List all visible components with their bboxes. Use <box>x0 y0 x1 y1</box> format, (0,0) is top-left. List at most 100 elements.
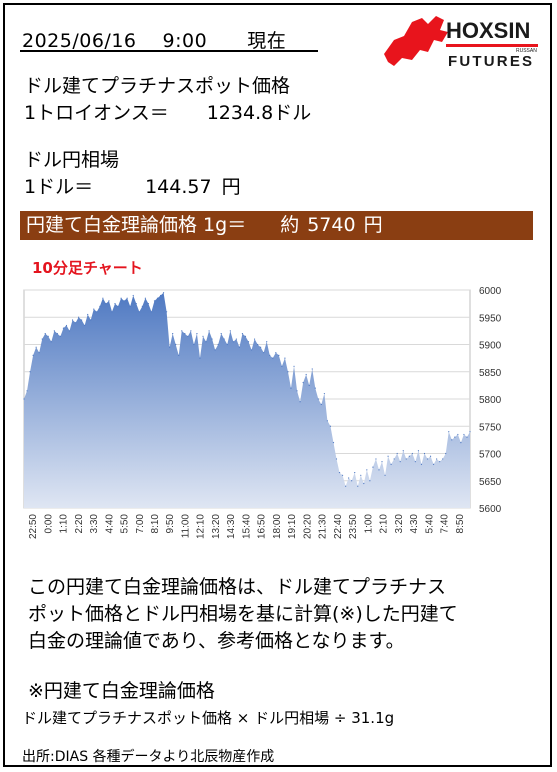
data-point <box>41 338 43 340</box>
x-tick-label: 0:00 <box>43 514 54 534</box>
data-point <box>50 341 52 343</box>
data-point <box>257 343 259 346</box>
x-tick-label: 23:50 <box>348 514 359 539</box>
platinum-unit-label: 1トロイオンス＝ <box>24 102 169 124</box>
y-tick-label: 5650 <box>479 477 502 488</box>
data-point <box>338 471 341 474</box>
data-point <box>311 368 313 370</box>
data-point <box>153 300 156 302</box>
data-point <box>105 303 107 305</box>
data-point <box>87 313 89 316</box>
data-point <box>372 466 374 468</box>
y-tick-label: 5700 <box>479 450 502 461</box>
data-point <box>220 333 222 335</box>
data-point <box>263 352 265 354</box>
data-point <box>457 433 459 436</box>
data-point <box>96 311 98 313</box>
data-point <box>68 330 71 332</box>
data-point <box>345 485 347 487</box>
data-point <box>199 357 201 359</box>
data-point <box>84 324 86 327</box>
data-point <box>451 439 453 441</box>
x-tick-label: 9:50 <box>165 514 176 534</box>
data-point <box>375 458 377 460</box>
data-point <box>442 458 444 460</box>
x-tick-label: 12:10 <box>196 514 207 539</box>
data-point <box>369 480 371 482</box>
data-point <box>241 333 244 335</box>
data-point <box>426 458 429 460</box>
data-point <box>396 452 398 455</box>
data-point <box>454 436 456 438</box>
data-point <box>384 474 386 476</box>
data-point <box>329 425 332 427</box>
x-tick-label: 4:40 <box>104 514 115 534</box>
usdjpy-title: ドル円相場 <box>24 149 120 171</box>
logo-tiny-text: RUSSAN <box>516 48 537 54</box>
data-point <box>74 322 77 324</box>
y-tick-label: 5850 <box>479 368 502 379</box>
data-point <box>44 333 46 335</box>
data-point <box>208 330 210 332</box>
header-underline <box>20 50 318 52</box>
data-point <box>266 341 268 343</box>
data-point <box>214 349 216 351</box>
x-tick-label: 4:30 <box>409 514 420 534</box>
data-point <box>138 311 140 313</box>
data-point <box>287 371 289 373</box>
data-point <box>390 463 392 465</box>
data-point <box>229 330 231 332</box>
data-point <box>217 343 219 346</box>
data-point <box>232 341 234 343</box>
data-point <box>466 436 468 438</box>
data-point <box>314 387 316 389</box>
description-line: 白金の理論値であり、参考価格となります。 <box>28 630 405 652</box>
banner-value: 5740 <box>307 214 356 236</box>
data-point <box>102 297 104 299</box>
data-point <box>275 352 277 354</box>
data-point <box>172 333 174 335</box>
now-label: 現在 <box>247 30 287 52</box>
y-tick-label: 5900 <box>479 341 502 352</box>
y-tick-label: 5950 <box>479 313 502 324</box>
data-point <box>226 343 228 346</box>
x-tick-label: 21:30 <box>318 514 329 539</box>
data-point <box>393 458 395 460</box>
data-point <box>93 308 95 310</box>
usdjpy-unit-label: 1ドル＝ <box>24 176 94 198</box>
y-tick-label: 5800 <box>479 395 502 406</box>
x-tick-label: 5:40 <box>424 514 435 534</box>
data-point <box>354 471 356 474</box>
data-point <box>62 327 65 329</box>
data-point <box>439 461 441 463</box>
data-point <box>308 384 310 386</box>
data-point <box>469 431 471 433</box>
data-point <box>281 365 283 367</box>
data-point <box>32 354 34 356</box>
data-point <box>53 330 55 332</box>
data-point <box>420 463 423 465</box>
data-point <box>202 335 204 337</box>
note-formula: ドル建てプラチナスポット価格 × ドル円相場 ÷ 31.1g <box>22 709 395 727</box>
data-point <box>317 398 319 400</box>
data-point <box>269 354 271 356</box>
hoxsin-logo: HOXSIN RUSSAN FUTURES <box>382 10 542 72</box>
x-tick-label: 1:10 <box>59 514 70 534</box>
data-point <box>432 463 435 465</box>
logo-red-map-shape <box>384 16 448 66</box>
data-point <box>187 335 189 337</box>
data-point <box>59 335 62 337</box>
data-point <box>181 330 183 332</box>
x-tick-label: 18:00 <box>272 514 283 539</box>
time-text: 9:00 <box>162 30 208 52</box>
data-point <box>156 297 159 299</box>
data-point <box>132 294 134 297</box>
description-line: ポット価格とドル円相場を基に計算(※)した円建て <box>28 603 458 625</box>
x-tick-label: 13:20 <box>211 514 222 539</box>
data-point <box>320 403 322 406</box>
data-point <box>411 452 413 455</box>
x-tick-label: 7:40 <box>440 514 451 534</box>
data-point <box>159 294 162 297</box>
data-point <box>299 401 301 403</box>
data-point <box>290 387 292 389</box>
